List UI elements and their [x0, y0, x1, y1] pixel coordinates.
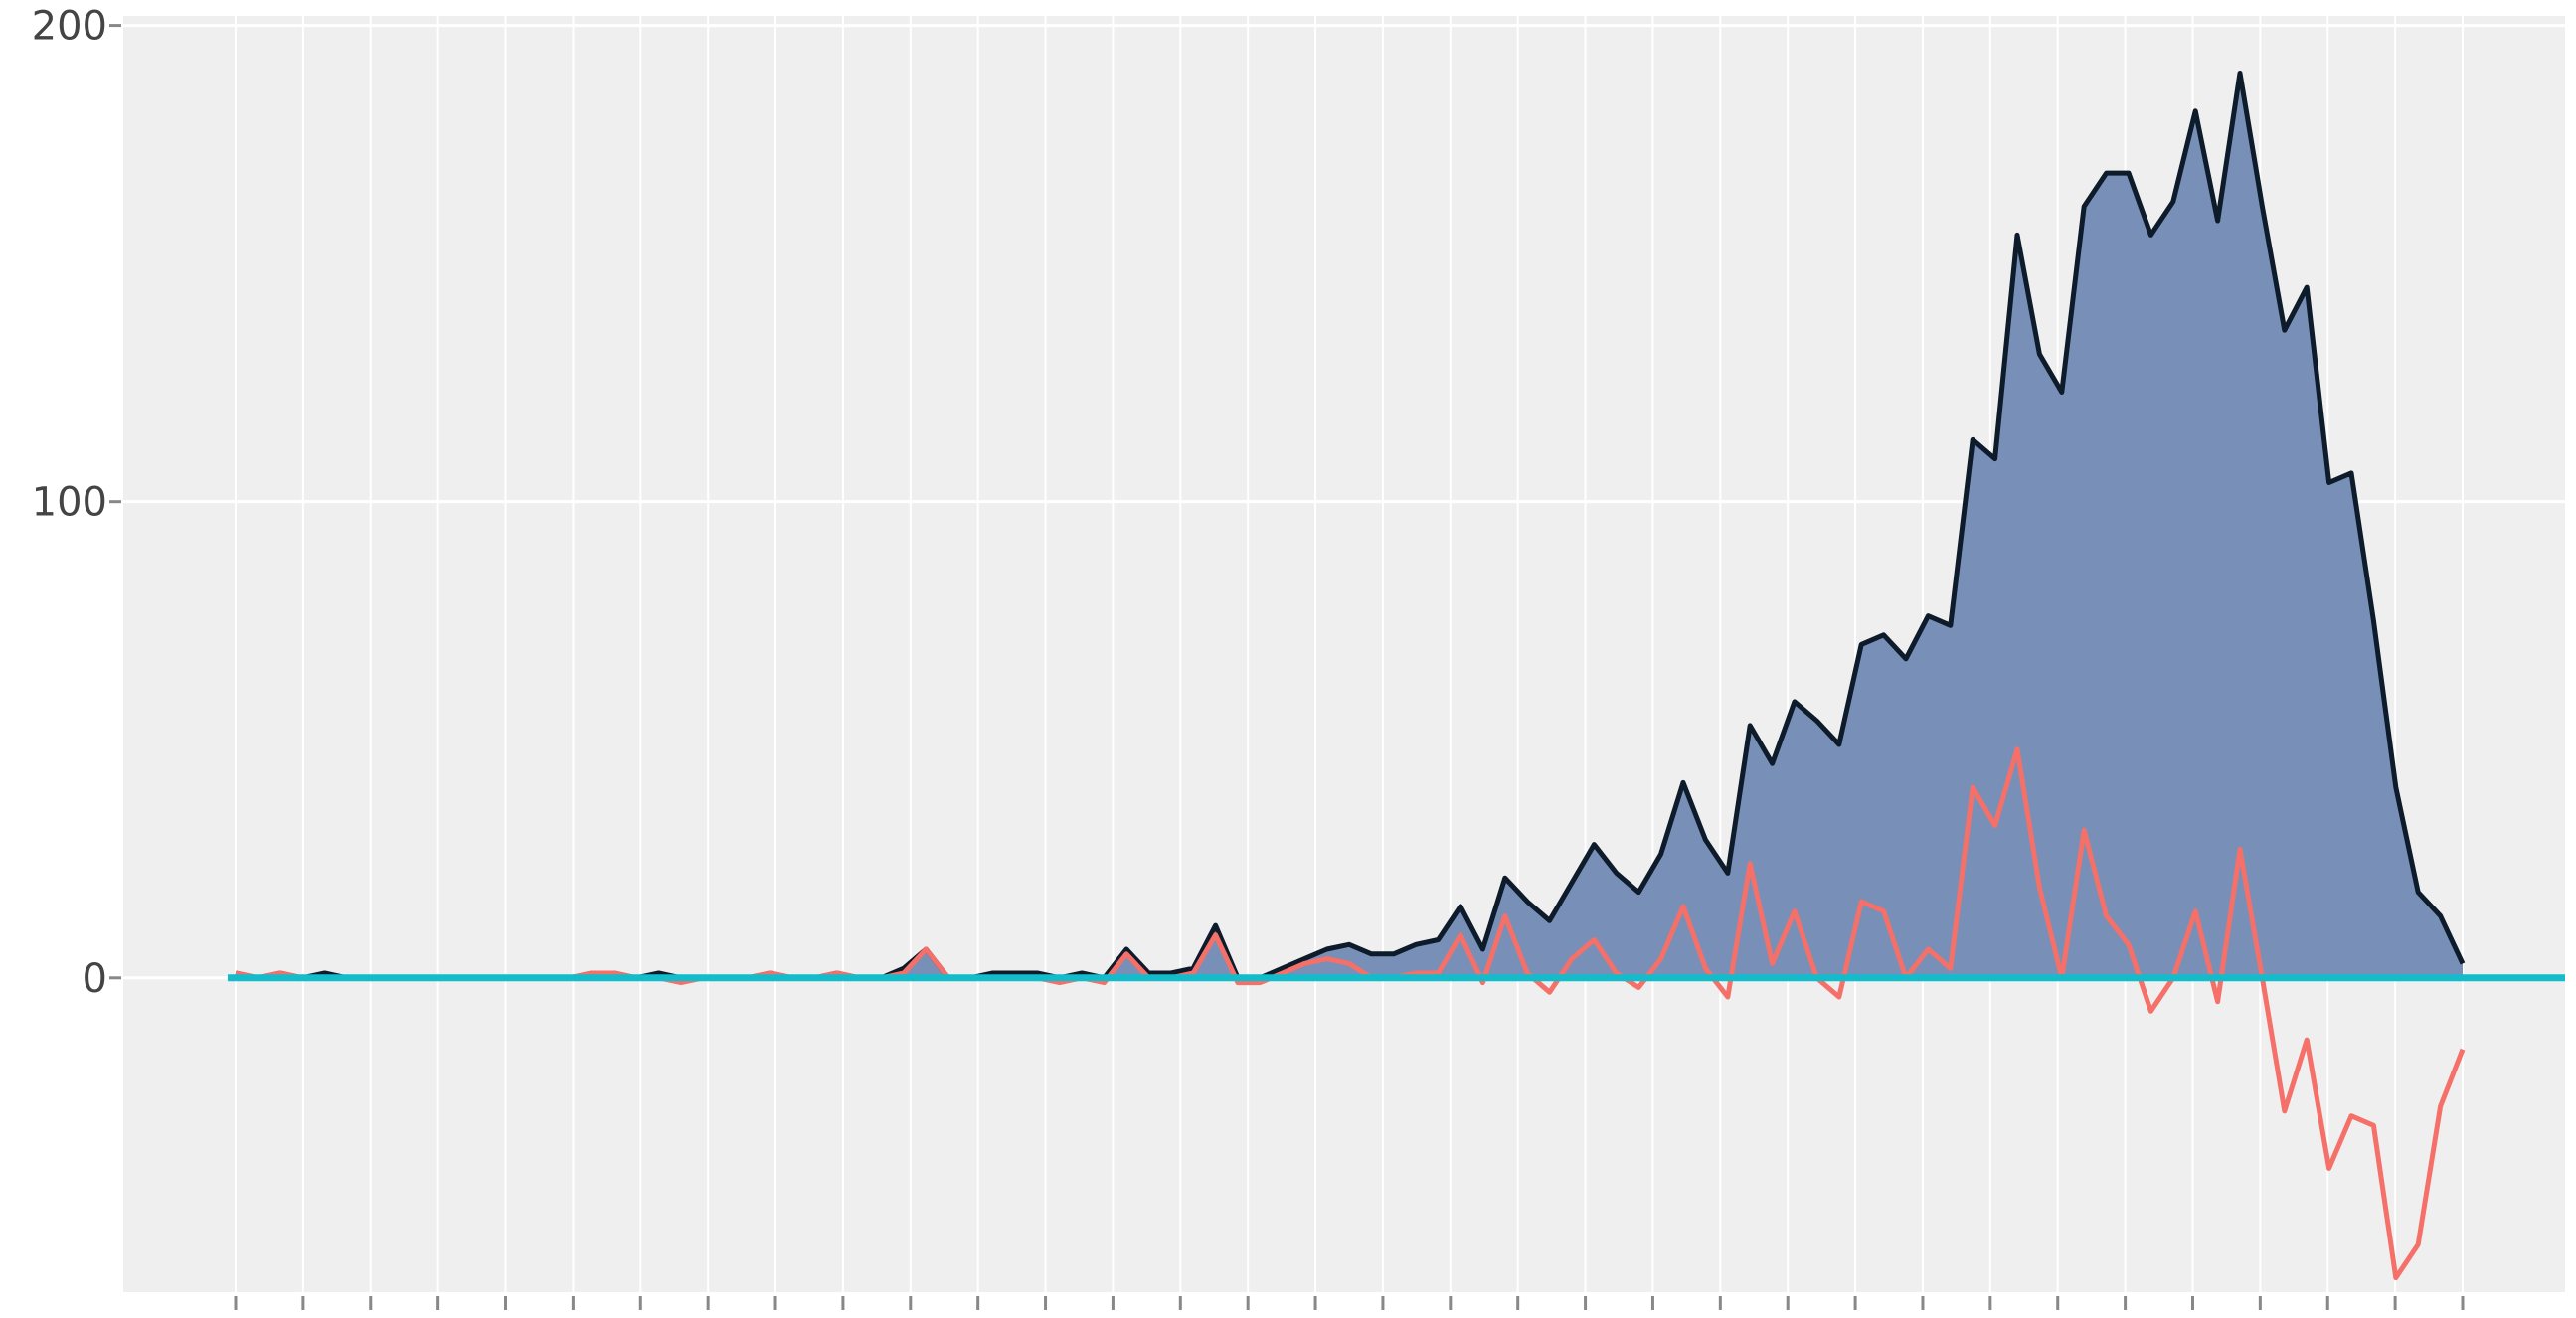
series-2-line [235, 746, 2466, 1281]
x-axis [234, 1296, 2465, 1310]
y-tick-label: 200 [32, 4, 107, 50]
y-tick-label: 0 [83, 956, 107, 1002]
y-tick-label: 100 [32, 480, 107, 526]
y-axis: 0 100 200 [32, 4, 121, 1002]
series-1-area [236, 73, 2463, 978]
